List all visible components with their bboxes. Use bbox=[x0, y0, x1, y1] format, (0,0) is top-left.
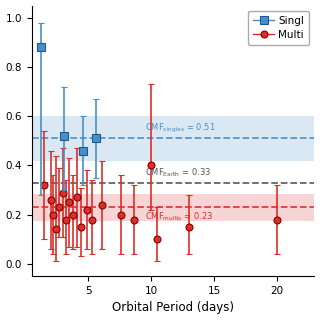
Text: CMF$_{\rm singles}$ = 0.51: CMF$_{\rm singles}$ = 0.51 bbox=[145, 122, 216, 135]
Text: CMF$_{\rm Earth}$ = 0.33: CMF$_{\rm Earth}$ = 0.33 bbox=[145, 166, 211, 179]
Bar bbox=[32, 116, 315, 161]
X-axis label: Orbital Period (days): Orbital Period (days) bbox=[112, 301, 234, 315]
Text: CMF$_{\rm multis}$ = 0.23: CMF$_{\rm multis}$ = 0.23 bbox=[145, 211, 213, 223]
Legend: Singl, Multi: Singl, Multi bbox=[248, 11, 309, 45]
Bar bbox=[32, 194, 315, 221]
